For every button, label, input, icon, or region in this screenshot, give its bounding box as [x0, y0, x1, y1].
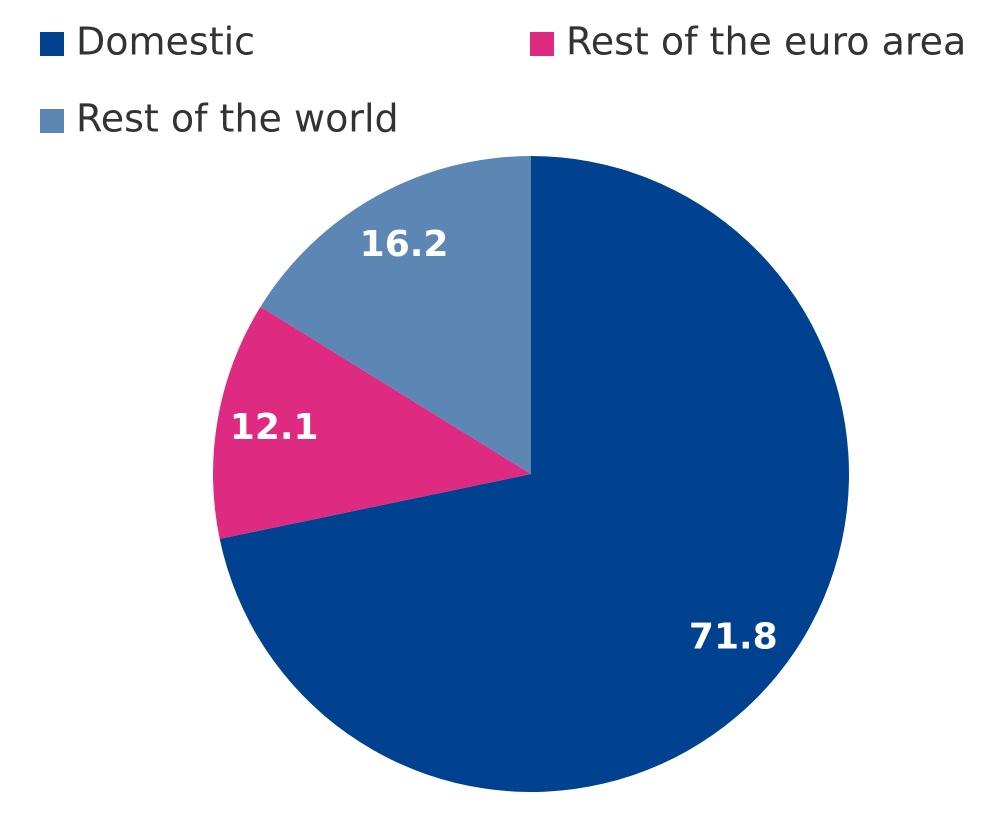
value-label: 12.1 [230, 407, 319, 448]
legend-label: Rest of the euro area [566, 20, 966, 64]
legend-label: Rest of the world [76, 97, 399, 141]
legend-swatch [530, 32, 554, 56]
legend-swatch [40, 32, 64, 56]
legend-swatch [40, 109, 64, 133]
pie-slice [213, 306, 531, 539]
value-label: 71.8 [689, 616, 778, 657]
legend-label: Domestic [76, 20, 255, 64]
pie-slice [219, 156, 849, 793]
pie-slice [260, 156, 531, 474]
value-label: 16.2 [360, 224, 449, 265]
